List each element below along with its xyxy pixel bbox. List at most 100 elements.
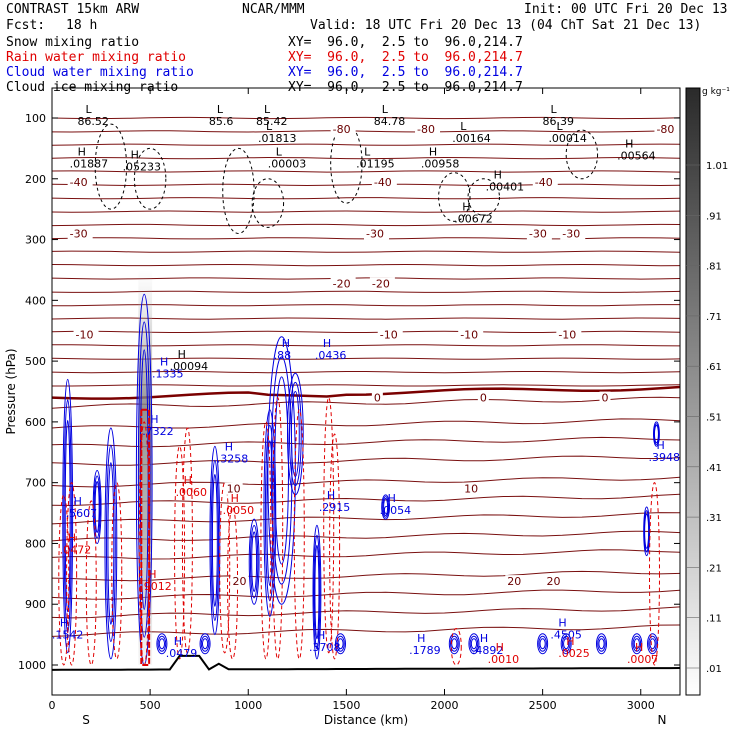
- rain-water-contour: [260, 421, 272, 660]
- extremum-marker: L: [364, 146, 371, 159]
- extremum-marker: L: [382, 103, 389, 116]
- plot-frame: [51, 87, 681, 696]
- isotherm-label: -10: [558, 328, 576, 341]
- forecast-hour: 18 h: [66, 18, 98, 33]
- extremum-value: .5607: [66, 507, 98, 520]
- isotherm-line: [52, 130, 680, 133]
- x-tick-label: 500: [140, 699, 161, 712]
- isotherm-label: 10: [227, 483, 241, 496]
- extremum-marker: H: [496, 641, 504, 654]
- extremum-marker: H: [625, 138, 633, 151]
- cloud-ice-contour: [94, 123, 128, 210]
- cloud-water-contour: [561, 635, 571, 652]
- cloud-water-contour: [290, 391, 300, 478]
- isotherm-label: 0: [480, 392, 487, 405]
- field-rain-name: Rain water mixing ratio: [6, 50, 187, 65]
- extremum-marker: H: [657, 439, 665, 452]
- y-tick-label: 100: [25, 112, 46, 125]
- extremum-value: .4505: [550, 629, 582, 642]
- cloud-water-contour: [266, 440, 274, 586]
- cloud-water-contour: [264, 424, 275, 602]
- extremum-value: 85.42: [256, 115, 288, 128]
- isotherm-line: [52, 570, 680, 582]
- extremum-value: .01887: [70, 158, 109, 171]
- isotherm-label: -30: [529, 227, 547, 240]
- extremum-value: .3258: [217, 452, 249, 465]
- extremum-value: .0472: [60, 544, 92, 557]
- isotherm-line: [52, 197, 680, 200]
- extremum-value: .01813: [258, 132, 297, 145]
- cloud-ice-contour: [330, 123, 363, 204]
- extremum-marker: L: [264, 103, 271, 116]
- extremum-value: .0479: [166, 647, 198, 660]
- cloud-water-contour: [270, 356, 293, 585]
- isotherm-label: -40: [70, 176, 88, 189]
- cloud-water-contour: [200, 635, 210, 652]
- isotherm-line: [52, 183, 680, 187]
- cloud-water-contour: [104, 427, 118, 660]
- extremum-value: .0060: [176, 486, 208, 499]
- cloud-water-contour: [648, 635, 657, 652]
- colorbar-units: g kg⁻¹: [702, 87, 730, 97]
- isotherm-line: [52, 210, 680, 213]
- isotherm-label-bg: [67, 175, 93, 188]
- rain-water-contour: [174, 445, 186, 660]
- extremum-value: 85.6: [209, 115, 234, 128]
- extremum-value: .00094: [170, 360, 209, 373]
- extremum-value: 86.39: [543, 115, 575, 128]
- extremum-marker: H: [60, 617, 68, 630]
- rain-water-contour: [58, 494, 70, 666]
- cloud-water-contour: [468, 633, 480, 655]
- init-time: Init: 00 UTC Fri 20 Dec 13: [524, 2, 728, 17]
- rain-water-contour: [140, 408, 151, 666]
- cloud-water-contour: [337, 638, 344, 650]
- x-tick-label: 2500: [529, 699, 557, 712]
- extremum-value: .01195: [356, 158, 395, 171]
- extremum-value: .00003: [268, 158, 307, 171]
- isotherm-label-bg: [544, 575, 563, 588]
- isotherm-label: -30: [366, 227, 384, 240]
- cloud-water-contour: [199, 633, 211, 655]
- isotherm-line: [52, 396, 680, 409]
- extremum-value: .9012: [140, 580, 172, 593]
- cloud-water-contour: [470, 638, 478, 650]
- cloud-ice-contour: [133, 147, 167, 210]
- colorbar-tick-label: .91: [706, 211, 722, 222]
- colorbar-tick-label: .11: [706, 614, 722, 625]
- cloud-water-contour: [263, 409, 277, 617]
- isotherm-line: [52, 357, 680, 360]
- isotherm-line: [52, 512, 680, 525]
- y-axis-title: Pressure (hPa): [4, 348, 18, 434]
- isotherm-label-bg: [526, 227, 552, 240]
- isotherm-line: [52, 170, 680, 173]
- cloud-water-contour: [563, 638, 570, 650]
- cloud-water-contour: [93, 475, 101, 539]
- org-label: NCAR/MMM: [242, 2, 305, 17]
- cloud-water-contour: [598, 638, 605, 650]
- terrain-line: [52, 654, 680, 671]
- rain-water-contour: [66, 482, 78, 666]
- cloud-water-contour: [644, 513, 650, 549]
- extremum-marker: H: [282, 337, 290, 350]
- isotherm-label: -10: [76, 328, 94, 341]
- cloud-water-contour: [334, 633, 346, 655]
- x-tick-label: 1500: [332, 699, 360, 712]
- x-axis-title: Distance (km): [324, 713, 408, 727]
- rain-water-contour: [111, 482, 123, 660]
- isotherm-label: 0: [374, 392, 381, 405]
- isotherm-line: [52, 476, 680, 488]
- extremum-marker: H: [74, 495, 82, 508]
- isotherm-label-bg: [330, 277, 356, 290]
- extremum-value: .00958: [421, 158, 460, 171]
- isotherm-line: [52, 589, 680, 600]
- cloud-water-contour: [653, 425, 659, 444]
- extremum-marker: H: [131, 149, 139, 162]
- extremum-marker: H: [429, 146, 437, 159]
- isotherm-label: -10: [380, 328, 398, 341]
- extremum-value: .0436: [315, 349, 347, 362]
- extremum-value: .4892: [472, 644, 504, 657]
- isotherm-line: [52, 493, 680, 507]
- isotherm-label-bg: [73, 328, 99, 341]
- isotherm-label-bg: [369, 277, 395, 290]
